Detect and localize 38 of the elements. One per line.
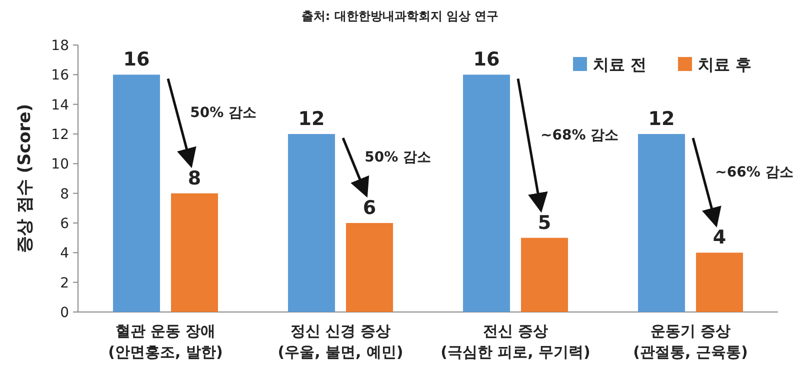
y-tick-label: 10 <box>51 156 69 173</box>
bar <box>638 134 685 312</box>
data-label: 4 <box>712 226 726 249</box>
bar <box>696 252 743 312</box>
bar <box>113 74 160 312</box>
data-label: 12 <box>298 108 325 130</box>
chart-title: 출처: 대한한방내과학회지 임상 연구 <box>301 9 499 23</box>
bar <box>521 238 568 312</box>
x-tick-label: 정신 신경 증상 (우울, 불면, 예민) <box>278 322 404 361</box>
y-tick-label: 16 <box>51 68 70 84</box>
y-tick-label: 18 <box>51 38 69 54</box>
annotation: ~66% 감소 <box>715 164 794 180</box>
data-label: 16 <box>473 48 500 71</box>
annotation: 50% 감소 <box>364 150 432 166</box>
data-label: 8 <box>188 167 202 190</box>
y-tick-label: 8 <box>60 186 69 202</box>
y-tick-label: 12 <box>51 127 69 143</box>
annotation: 50% 감소 <box>190 105 257 121</box>
y-tick-label: 6 <box>60 216 70 232</box>
data-label: 16 <box>123 48 150 71</box>
y-axis-title: 증상 점수 (Score) <box>15 104 35 254</box>
y-tick-label: 4 <box>60 246 70 262</box>
y-tick-label: 14 <box>51 97 70 114</box>
y-tick-label: 0 <box>60 305 69 321</box>
bar <box>463 74 510 312</box>
x-tick-label: 혈관 운동 장애 (안면홍조, 발한) <box>108 322 223 361</box>
x-tick-label: 운동기 증상 (관절통, 근육통) <box>633 322 748 361</box>
legend-label: 치료 후 <box>698 55 752 74</box>
bar <box>288 134 335 312</box>
data-label: 6 <box>362 197 376 219</box>
bar <box>346 223 393 312</box>
bar <box>171 193 218 312</box>
data-label: 5 <box>538 212 552 234</box>
data-label: 12 <box>648 108 675 130</box>
legend-label: 치료 전 <box>593 55 647 74</box>
x-tick-label: 전신 증상 (극심한 피로, 무기력) <box>440 322 590 361</box>
y-tick-label: 2 <box>60 275 69 292</box>
annotation: ~68% 감소 <box>540 127 619 144</box>
